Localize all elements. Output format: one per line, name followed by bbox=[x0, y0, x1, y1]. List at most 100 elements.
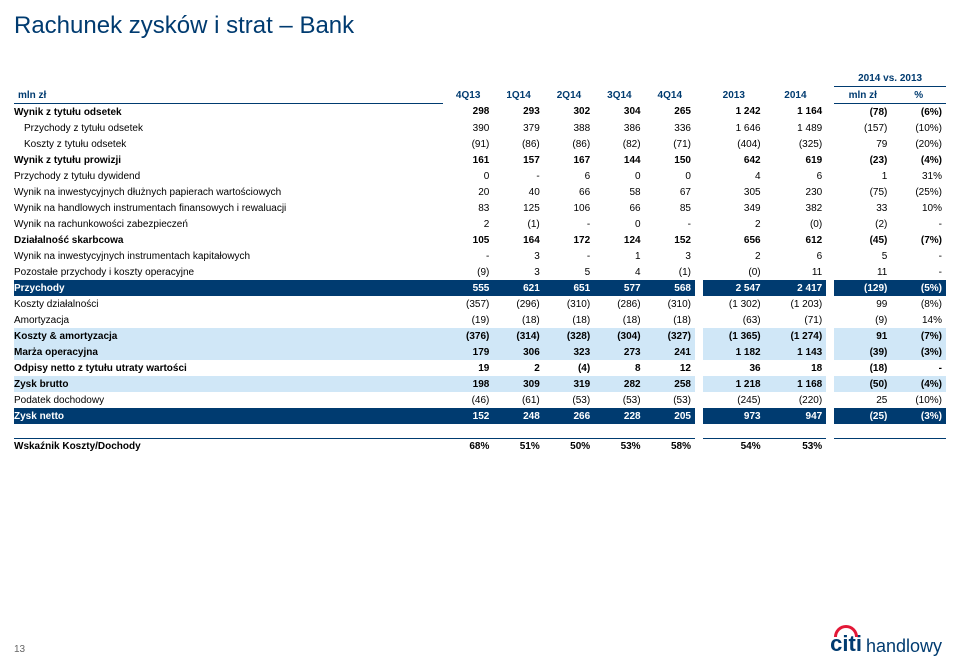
cell: 68% bbox=[443, 438, 493, 455]
gap bbox=[826, 104, 834, 121]
th-p5: 2013 bbox=[703, 70, 765, 104]
cell: 6 bbox=[765, 248, 827, 264]
cell: 164 bbox=[493, 232, 543, 248]
cell: (25%) bbox=[891, 184, 946, 200]
cell: 2 547 bbox=[703, 280, 765, 296]
pl-table-container: 4Q13 1Q14 2Q14 3Q14 4Q14 2013 2014 2014 … bbox=[0, 40, 960, 455]
row-label: Koszty & amortyzacja bbox=[14, 328, 443, 344]
row-label: Działalność skarbcowa bbox=[14, 232, 443, 248]
brand-logo: citi handlowy bbox=[830, 631, 942, 657]
cell: (7%) bbox=[891, 328, 946, 344]
cell: (5%) bbox=[891, 280, 946, 296]
cell: 51% bbox=[493, 438, 543, 455]
table-row: Marża operacyjna1793063232732411 1821 14… bbox=[14, 344, 946, 360]
cell: (8%) bbox=[891, 296, 946, 312]
cell: 3 bbox=[493, 264, 543, 280]
cell: 14% bbox=[891, 312, 946, 328]
th-vs-1: % bbox=[891, 87, 946, 104]
cell: (46) bbox=[443, 392, 493, 408]
cell: 2 417 bbox=[765, 280, 827, 296]
cell: (304) bbox=[594, 328, 644, 344]
cell: (19) bbox=[443, 312, 493, 328]
gap bbox=[695, 280, 703, 296]
gap bbox=[695, 152, 703, 168]
cell: 205 bbox=[645, 408, 695, 424]
cell: 40 bbox=[493, 184, 543, 200]
cell: 388 bbox=[544, 120, 594, 136]
cell: (20%) bbox=[891, 136, 946, 152]
gap bbox=[695, 168, 703, 184]
cell: (325) bbox=[765, 136, 827, 152]
row-label: Zysk brutto bbox=[14, 376, 443, 392]
cell: (86) bbox=[544, 136, 594, 152]
cell bbox=[891, 438, 946, 455]
th-p2: 2Q14 bbox=[544, 70, 594, 104]
th-p1: 1Q14 bbox=[493, 70, 543, 104]
cell: 31% bbox=[891, 168, 946, 184]
gap bbox=[826, 152, 834, 168]
cell: 248 bbox=[493, 408, 543, 424]
cell: 10% bbox=[891, 200, 946, 216]
logo-handlowy: handlowy bbox=[866, 636, 942, 657]
cell: 305 bbox=[703, 184, 765, 200]
cell: 386 bbox=[594, 120, 644, 136]
cell: 33 bbox=[834, 200, 891, 216]
cell: 1 bbox=[594, 248, 644, 264]
cell: 20 bbox=[443, 184, 493, 200]
cell: (1) bbox=[493, 216, 543, 232]
cell: (18) bbox=[544, 312, 594, 328]
gap bbox=[826, 248, 834, 264]
cell: 8 bbox=[594, 360, 644, 376]
cell: (4%) bbox=[891, 152, 946, 168]
gap bbox=[826, 120, 834, 136]
cell: 293 bbox=[493, 104, 543, 121]
cell: (45) bbox=[834, 232, 891, 248]
gap bbox=[695, 120, 703, 136]
gap bbox=[826, 184, 834, 200]
cell: 67 bbox=[645, 184, 695, 200]
cell: 25 bbox=[834, 392, 891, 408]
cell: (25) bbox=[834, 408, 891, 424]
table-row: Przychody5556216515775682 5472 417(129)(… bbox=[14, 280, 946, 296]
table-row: Wynik na inwestycyjnych instrumentach ka… bbox=[14, 248, 946, 264]
cell: 11 bbox=[834, 264, 891, 280]
cell: (4) bbox=[544, 360, 594, 376]
cell: 83 bbox=[443, 200, 493, 216]
cell: (23) bbox=[834, 152, 891, 168]
cell: 1 218 bbox=[703, 376, 765, 392]
row-label: Wynik z tytułu prowizji bbox=[14, 152, 443, 168]
table-row: Przychody z tytułu dywidend0-60046131% bbox=[14, 168, 946, 184]
cell: 323 bbox=[544, 344, 594, 360]
table-row: Podatek dochodowy(46)(61)(53)(53)(53)(24… bbox=[14, 392, 946, 408]
cell: (18) bbox=[594, 312, 644, 328]
table-row: Koszty działalności(357)(296)(310)(286)(… bbox=[14, 296, 946, 312]
cell: 144 bbox=[594, 152, 644, 168]
cell: 1 164 bbox=[765, 104, 827, 121]
cell: 106 bbox=[544, 200, 594, 216]
cell: 58 bbox=[594, 184, 644, 200]
cell: (245) bbox=[703, 392, 765, 408]
cell: (6%) bbox=[891, 104, 946, 121]
cell: 379 bbox=[493, 120, 543, 136]
cell: (7%) bbox=[891, 232, 946, 248]
cell: 2 bbox=[493, 360, 543, 376]
cell: (1 203) bbox=[765, 296, 827, 312]
cell: 85 bbox=[645, 200, 695, 216]
cell: 349 bbox=[703, 200, 765, 216]
row-label: Odpisy netto z tytułu utraty wartości bbox=[14, 360, 443, 376]
cell: 266 bbox=[544, 408, 594, 424]
row-label: Wynik na handlowych instrumentach finans… bbox=[14, 200, 443, 216]
cell: (18) bbox=[493, 312, 543, 328]
cell: 5 bbox=[544, 264, 594, 280]
cell: 53% bbox=[594, 438, 644, 455]
cell: 298 bbox=[443, 104, 493, 121]
table-row: Wynik z tytułu odsetek2982933023042651 2… bbox=[14, 104, 946, 121]
cell: 12 bbox=[645, 360, 695, 376]
th-p3: 3Q14 bbox=[594, 70, 644, 104]
cell: (4%) bbox=[891, 376, 946, 392]
table-row: Wynik z tytułu prowizji16115716714415064… bbox=[14, 152, 946, 168]
gap bbox=[695, 392, 703, 408]
cell: 5 bbox=[834, 248, 891, 264]
cell: 157 bbox=[493, 152, 543, 168]
cell: 273 bbox=[594, 344, 644, 360]
